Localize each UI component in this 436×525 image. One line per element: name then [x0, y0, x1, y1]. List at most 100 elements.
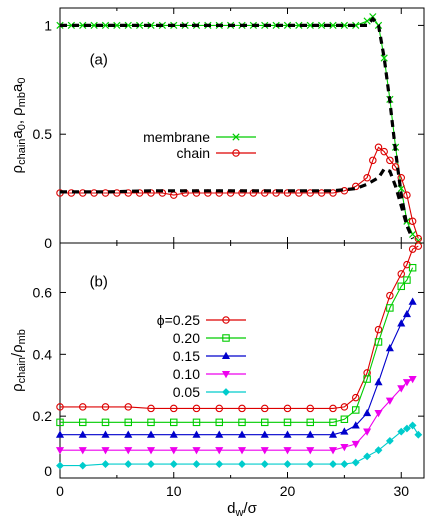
data-point [169, 447, 178, 455]
data-point [363, 452, 372, 461]
plot-frame [59, 7, 425, 244]
series-line [60, 245, 419, 409]
data-point [328, 430, 338, 438]
panel-label: (b) [90, 273, 108, 290]
data-point [56, 418, 64, 427]
data-point [147, 189, 155, 197]
data-point [79, 403, 87, 411]
data-point [317, 189, 326, 197]
data-point [136, 21, 144, 30]
data-point [146, 430, 156, 438]
data-point [283, 460, 292, 468]
data-point [351, 182, 360, 191]
data-point [90, 21, 98, 30]
data-point [147, 418, 155, 427]
legend-marker [222, 316, 230, 324]
data-point [385, 436, 394, 445]
data-point [351, 406, 360, 414]
data-point [402, 379, 411, 387]
data-point [397, 270, 405, 278]
data-point [352, 21, 360, 30]
series-line [60, 424, 419, 467]
data-point [238, 460, 246, 468]
data-point [283, 430, 292, 438]
data-point [283, 418, 292, 427]
data-point [169, 430, 178, 438]
data-point [340, 427, 349, 435]
series-line [60, 267, 414, 423]
plot-frame [59, 242, 425, 479]
legend-marker [222, 334, 230, 342]
data-point [113, 21, 121, 30]
data-point [283, 21, 292, 30]
legend-marker [221, 370, 231, 379]
data-point [124, 430, 133, 438]
data-point [363, 408, 372, 417]
data-point [351, 440, 360, 449]
data-point [403, 424, 411, 433]
data-point [363, 173, 371, 182]
data-point [408, 375, 417, 384]
data-point [403, 276, 411, 284]
data-point [78, 430, 87, 438]
data-point [283, 447, 292, 455]
data-point [328, 447, 338, 455]
data-point [329, 404, 337, 413]
data-point [147, 404, 155, 413]
data-point [215, 447, 224, 455]
y-axis-label: ρchain/ρmb [9, 329, 28, 392]
data-point [147, 460, 155, 468]
y-tick-label: 0.4 [33, 346, 53, 362]
data-point [340, 415, 349, 423]
data-point [306, 418, 314, 427]
series-line [60, 301, 414, 436]
data-point [170, 418, 178, 427]
y-tick-label: 0.6 [33, 284, 53, 300]
data-point [101, 21, 110, 30]
data-point [215, 404, 224, 413]
data-point [403, 191, 411, 199]
series-line [60, 15, 419, 242]
data-point [192, 418, 201, 427]
data-point [237, 447, 247, 455]
data-point [414, 234, 423, 243]
y-axis-label: ρchaina0, ρmba0 [9, 78, 28, 174]
data-point [55, 447, 65, 455]
data-point [386, 291, 394, 300]
data-point [170, 404, 178, 413]
legend-label: membrane [143, 129, 210, 145]
data-point [397, 319, 406, 327]
data-point [79, 418, 87, 427]
series-line [60, 146, 419, 239]
data-point [55, 430, 65, 438]
legend-marker [232, 133, 240, 141]
y-tick-label: 0 [44, 235, 52, 251]
legend-label: 0.10 [173, 366, 200, 382]
data-point [101, 447, 110, 455]
data-point [363, 17, 371, 25]
x-tick-label: 20 [280, 483, 296, 499]
x-tick-label: 30 [393, 483, 409, 499]
x-tick-label: 0 [56, 483, 64, 499]
reference-curve-dashed [60, 167, 415, 240]
data-point [192, 430, 201, 438]
data-point [329, 460, 337, 468]
data-point [124, 418, 133, 427]
panel-label: (a) [90, 52, 108, 69]
data-point [380, 54, 388, 62]
y-tick-label: 0.2 [33, 408, 53, 424]
data-point [192, 404, 201, 413]
data-point [260, 460, 269, 468]
legend-marker [222, 388, 230, 396]
data-point [124, 21, 132, 30]
data-point [340, 403, 349, 411]
data-point [386, 304, 394, 312]
data-point [374, 338, 383, 346]
data-point [101, 403, 110, 411]
panel-b: 0 10 20 30 0 0.2 0.4 0.6 (b) ϕ=0.25 0.20 0.15 0.10 0.… [9, 242, 425, 519]
data-point [397, 282, 405, 291]
x-tick-label: 10 [166, 483, 182, 499]
data-point [408, 263, 417, 272]
